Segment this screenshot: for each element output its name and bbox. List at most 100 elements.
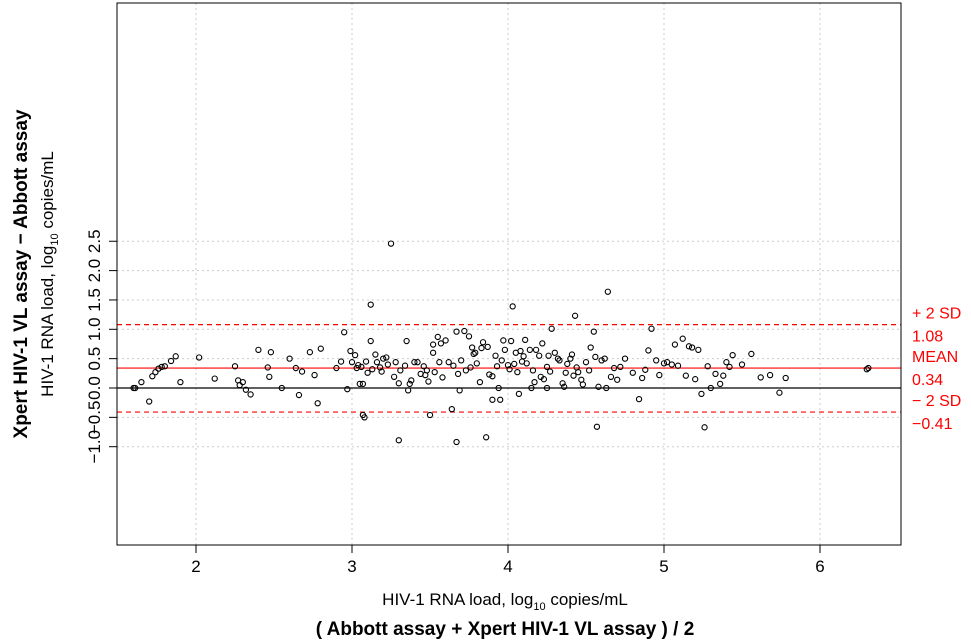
data-point: [653, 357, 660, 364]
data-point: [517, 347, 524, 355]
data-point: [509, 303, 516, 310]
data-point: [362, 358, 370, 365]
data-point: [426, 411, 434, 419]
data-point: [445, 359, 452, 366]
data-point: [522, 336, 529, 344]
data-point: [395, 380, 402, 387]
data-point: [442, 337, 449, 344]
data-point: [515, 390, 523, 398]
reference-label: + 2 SD: [912, 306, 961, 323]
data-point: [551, 349, 558, 356]
data-point: [590, 328, 597, 335]
data-point: [266, 373, 273, 380]
data-point: [356, 380, 363, 388]
data-point: [390, 373, 398, 380]
y-tick-label: −0.5: [85, 401, 104, 435]
data-point: [355, 361, 362, 369]
y-tick-label: 2.5: [85, 229, 104, 253]
data-point: [648, 325, 655, 332]
data-point: [431, 369, 438, 376]
data-point: [863, 366, 870, 373]
y-tick-label: −1.0: [85, 430, 104, 464]
data-point: [367, 337, 374, 345]
data-point: [540, 376, 548, 383]
data-point: [195, 354, 203, 361]
data-point: [766, 371, 774, 379]
data-point: [378, 368, 385, 375]
data-point: [642, 366, 649, 373]
data-point: [726, 363, 733, 371]
data-point: [504, 361, 512, 369]
data-point: [425, 378, 432, 385]
data-point: [311, 371, 318, 379]
data-point: [380, 355, 387, 362]
data-point: [454, 370, 462, 378]
data-point: [472, 349, 479, 356]
x-axis-title: ( Abbott assay + Xpert HIV-1 VL assay ) …: [316, 619, 695, 640]
data-point: [337, 358, 345, 365]
data-point: [236, 381, 243, 389]
data-point: [579, 381, 587, 388]
data-point: [501, 346, 509, 353]
data-point: [384, 361, 392, 368]
data-point: [592, 353, 599, 361]
data-point: [406, 380, 413, 388]
data-point: [610, 364, 618, 372]
x-tick-label: 5: [659, 557, 668, 576]
data-point: [674, 362, 682, 369]
y-tick-label: 0.5: [85, 347, 104, 371]
data-point: [639, 374, 646, 382]
x-tick-label: 6: [815, 557, 824, 576]
x-tick-label: 3: [347, 557, 356, 576]
data-point: [601, 355, 608, 362]
data-point: [548, 325, 555, 332]
data-point: [506, 366, 513, 373]
data-point: [146, 398, 153, 405]
data-point: [598, 357, 605, 364]
data-point: [161, 363, 168, 370]
data-point: [392, 359, 399, 366]
data-point: [278, 384, 285, 392]
data-point: [484, 343, 491, 351]
data-point: [720, 372, 727, 379]
data-point: [462, 367, 470, 374]
data-point: [645, 347, 652, 354]
data-point: [865, 364, 872, 372]
x-tick-label: 2: [191, 557, 200, 576]
data-point: [497, 396, 504, 403]
x-axis-label: HIV-1 RNA load, log10 copies/mL: [382, 590, 628, 613]
data-point: [292, 364, 299, 372]
data-point: [453, 438, 460, 446]
data-point: [543, 384, 551, 392]
data-point: [685, 343, 693, 350]
data-point: [571, 312, 579, 319]
data-point: [401, 362, 409, 369]
data-point: [701, 424, 708, 431]
data-point: [595, 383, 602, 390]
data-point: [688, 344, 696, 351]
data-point: [351, 351, 359, 359]
data-point: [247, 391, 254, 398]
data-point: [536, 352, 543, 359]
data-point: [489, 373, 496, 380]
data-point: [448, 405, 455, 413]
data-point: [556, 357, 563, 364]
data-point: [177, 378, 184, 386]
data-point: [562, 369, 569, 376]
data-point: [286, 355, 293, 362]
data-point: [679, 335, 686, 342]
data-point: [567, 355, 574, 362]
data-point: [587, 344, 594, 351]
data-point: [526, 346, 533, 353]
data-point: [458, 357, 465, 364]
data-point: [298, 368, 306, 375]
reference-label: − 2 SD: [912, 393, 961, 410]
data-point: [554, 355, 562, 362]
data-point: [395, 437, 402, 444]
data-point: [575, 369, 582, 376]
x-tick-label: 4: [503, 557, 512, 576]
reference-value: −0.41: [912, 416, 953, 433]
data-point: [333, 364, 340, 372]
data-point: [529, 367, 537, 374]
